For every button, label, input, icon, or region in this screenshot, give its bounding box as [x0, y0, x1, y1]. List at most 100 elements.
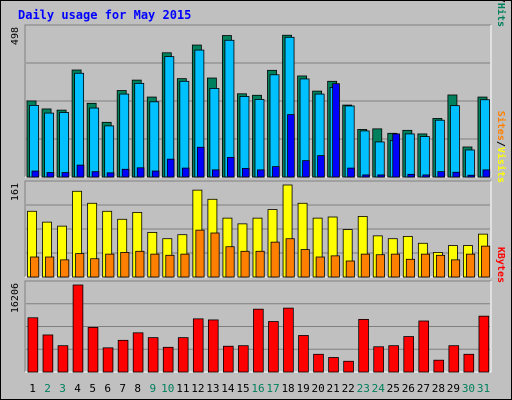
panel-border-dark	[24, 24, 491, 177]
x-tick-label: 30	[462, 382, 475, 395]
bar-files	[344, 105, 355, 178]
bar-kbytes	[388, 345, 399, 373]
bar-files	[359, 130, 370, 178]
bar-sites	[240, 250, 250, 278]
bar-sites	[105, 253, 115, 278]
bar-pages	[407, 173, 415, 178]
bar-sites	[30, 256, 40, 278]
bar-pages	[452, 171, 461, 178]
bar-sites	[451, 259, 461, 278]
bar-files	[480, 99, 490, 178]
bar-sites	[255, 250, 265, 278]
bar-sites	[135, 250, 145, 278]
bar-pages	[347, 167, 355, 178]
bar-files	[254, 99, 265, 178]
bar-pages	[121, 168, 130, 178]
bar-sites	[345, 260, 355, 278]
y-max-label: 498	[10, 27, 21, 45]
bar-pages	[257, 169, 265, 178]
x-tick-label: 7	[119, 382, 126, 395]
x-tick-label: 4	[74, 382, 81, 395]
x-tick-label: 8	[134, 382, 141, 395]
x-tick-label: 31	[477, 382, 490, 395]
bar-kbytes	[418, 320, 430, 373]
x-tick-label: 26	[402, 382, 415, 395]
bar-sites	[375, 254, 385, 278]
bar-pages	[151, 170, 160, 178]
bar-sites	[405, 258, 415, 278]
bar-files	[419, 136, 430, 178]
panel-hits: 498 Pages/Files/Hits	[10, 0, 507, 178]
x-tick-label: 14	[221, 382, 235, 395]
bar-sites	[165, 254, 175, 278]
bar-files	[269, 74, 280, 178]
bar-sites	[90, 258, 100, 278]
bar-sites	[330, 255, 340, 278]
bar-kbytes	[328, 357, 339, 373]
x-tick-label: 6	[104, 382, 111, 395]
x-tick-label: 5	[89, 382, 96, 395]
bar-kbytes	[283, 307, 294, 373]
x-axis-day-labels: 1 2 3 4 5 6 7 8 9 10 11 12 13 14 15 16 17 18 19 20 21 22 23 24 2…	[29, 382, 490, 395]
bar-sites	[315, 256, 325, 278]
bar-sites	[75, 253, 85, 278]
bar-sites	[225, 246, 235, 278]
bar-files	[59, 112, 69, 178]
bar-files	[74, 72, 85, 178]
x-tick-label: 23	[357, 382, 370, 395]
bar-sites	[300, 249, 310, 278]
right-legend-label: KBytes	[495, 247, 506, 283]
bar-kbytes	[478, 315, 490, 373]
bar-files	[224, 39, 235, 178]
bar-kbytes	[72, 284, 84, 373]
bar-files	[404, 133, 415, 178]
bar-pages	[76, 164, 85, 178]
bar-files	[450, 105, 460, 178]
right-legend-label: Pages/Files/Hits	[495, 0, 507, 27]
legend-kbytes: KBytes	[495, 247, 506, 283]
bar-pages	[227, 156, 235, 178]
bar-kbytes	[177, 337, 189, 373]
bar-files	[29, 104, 39, 178]
bar-kbytes	[268, 321, 279, 373]
bar-pages	[482, 169, 491, 178]
legend-hits: Hits	[495, 3, 507, 27]
bar-files	[434, 119, 445, 178]
bar-kbytes	[42, 334, 54, 373]
right-legend-label: Sites/Visits	[495, 111, 507, 183]
x-tick-label: 25	[387, 382, 400, 395]
chart-title: Daily usage for May 2015	[18, 8, 192, 22]
panel-visits: 161 Sites/Visits	[10, 111, 507, 278]
bar-files	[104, 125, 115, 178]
bar-pages	[211, 169, 220, 178]
x-tick-label: 11	[176, 382, 189, 395]
bar-kbytes	[57, 345, 69, 373]
panel-border-dark	[24, 180, 491, 277]
bar-files	[179, 80, 190, 178]
bar-kbytes	[433, 359, 445, 373]
panel-kbytes: 16206 KBytes	[10, 247, 506, 373]
bar-sites	[435, 254, 446, 278]
x-tick-label: 3	[59, 382, 66, 395]
bar-sites	[420, 253, 431, 278]
bar-pages	[317, 155, 325, 178]
bar-files	[134, 82, 145, 178]
bar-sites	[180, 253, 190, 278]
bar-kbytes	[27, 317, 39, 373]
bar-kbytes	[343, 360, 354, 373]
bar-sites	[210, 232, 220, 278]
bar-sites	[120, 252, 130, 278]
bar-pages	[136, 167, 145, 178]
y-max-label: 16206	[10, 283, 21, 313]
bar-pages	[61, 172, 70, 178]
bar-pages	[166, 158, 175, 178]
legend-visits: Visits	[495, 147, 507, 183]
bar-kbytes	[147, 337, 159, 373]
x-tick-label: 12	[191, 382, 204, 395]
bar-sites	[390, 253, 400, 278]
bar-files	[89, 107, 100, 178]
bar-pages	[31, 170, 40, 178]
bar-pages	[272, 166, 280, 178]
panel-border-dark	[24, 280, 491, 372]
